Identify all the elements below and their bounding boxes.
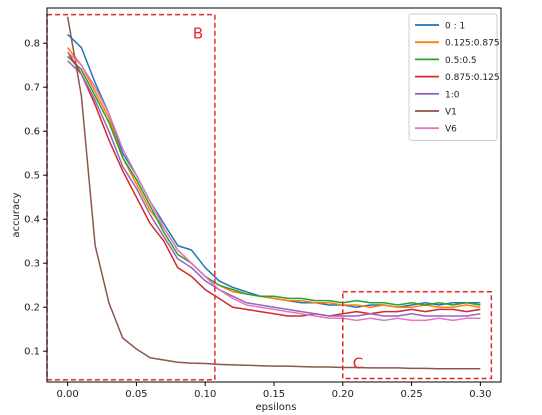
x-tick-label: 0.30 [469, 389, 491, 400]
y-tick-label: 0.3 [24, 259, 40, 270]
y-tick-label: 0.5 [24, 171, 40, 182]
x-axis-title: epsilons [256, 402, 297, 413]
y-tick-label: 0.1 [24, 347, 40, 358]
x-tick-label: 0.10 [194, 389, 216, 400]
y-tick-label: 0.8 [24, 39, 40, 50]
x-tick-label: 0.25 [400, 389, 422, 400]
legend-entry-4: 1:0 [445, 90, 460, 100]
annotation-label-b: B [193, 25, 203, 43]
x-tick-label: 0.00 [57, 389, 79, 400]
y-tick-label: 0.4 [24, 215, 40, 226]
annotation-label-c: C [353, 354, 363, 372]
legend-entry-3: 0.875:0.125 [445, 73, 500, 83]
y-tick-label: 0.7 [24, 83, 40, 94]
series-line-1 [67, 47, 481, 308]
y-tick-label: 0.2 [24, 303, 40, 314]
x-tick-label: 0.20 [332, 389, 354, 400]
series-layer [66, 16, 481, 370]
legend: 0 : 1 0.125:0.875 0.5:0.5 0.875:0.125 1:0 V1 V… [408, 13, 500, 141]
y-axis-title: accuracy [11, 192, 22, 237]
axis-layer: 0.00 0.05 0.10 0.15 0.20 0.25 0.30 0.1 0.2 0.3 0.4… [24, 7, 502, 400]
legend-entry-5: V1 [445, 108, 457, 118]
series-line-4 [67, 60, 481, 317]
x-tick-label: 0.15 [263, 389, 285, 400]
series-line-2 [67, 55, 481, 306]
legend-box [408, 13, 498, 141]
legend-entry-1: 0.125:0.875 [445, 39, 500, 49]
series-line-3 [67, 51, 481, 317]
x-tick-label: 0.05 [125, 389, 147, 400]
legend-entry-6: V6 [445, 125, 457, 135]
annotation-box-c [342, 291, 493, 380]
series-line-6 [67, 51, 481, 322]
y-tick-label: 0.6 [24, 127, 40, 138]
legend-entry-0: 0 : 1 [445, 22, 465, 32]
series-line-5 [66, 16, 481, 370]
legend-entry-2: 0.5:0.5 [445, 56, 477, 66]
